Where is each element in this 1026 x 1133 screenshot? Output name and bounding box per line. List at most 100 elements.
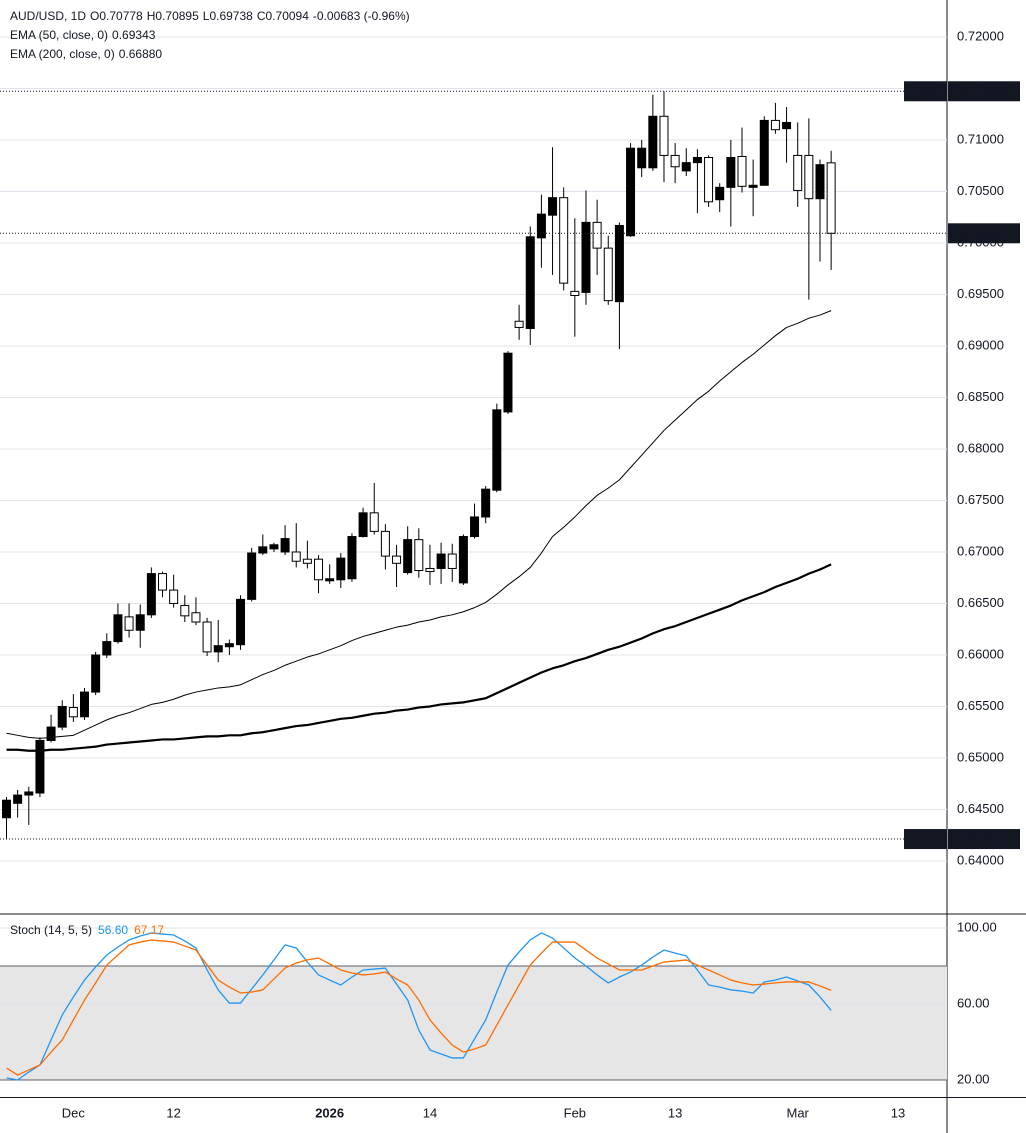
candle-body xyxy=(748,184,758,188)
candle-body xyxy=(692,156,702,164)
y-tick-label: 0.66500 xyxy=(957,595,1004,610)
series-line xyxy=(6,932,832,1081)
x-tick-label: Dec xyxy=(62,1105,86,1120)
y-tick-label: 0.65500 xyxy=(957,698,1004,713)
candle-body xyxy=(759,119,769,186)
candle-body xyxy=(581,221,591,293)
y-tick-label: 0.66000 xyxy=(957,646,1004,661)
y-tick-label: 0.65000 xyxy=(957,749,1004,764)
legend-value: 0.69343 xyxy=(112,28,156,42)
candle-body xyxy=(24,791,34,796)
x-tick-label: 14 xyxy=(423,1105,437,1120)
price-label: 0.64213 xyxy=(958,831,1005,846)
price-tag: High xyxy=(910,84,939,99)
candle-body xyxy=(458,536,468,584)
legend-value: 56.60 xyxy=(98,923,128,937)
y-tick-label: 0.68500 xyxy=(957,389,1004,404)
price-label-box xyxy=(948,829,1020,850)
candle-body xyxy=(592,221,602,249)
y-tick-label: 0.69000 xyxy=(957,337,1004,352)
candle-body xyxy=(57,705,67,728)
x-tick-label: Mar xyxy=(787,1105,810,1120)
legend-ohlc: -0.00683 (-0.96%) xyxy=(313,9,410,23)
candle-body xyxy=(224,643,234,648)
candle-body xyxy=(481,488,491,518)
candle-body xyxy=(436,553,446,569)
candle-body xyxy=(302,558,312,564)
candle-body xyxy=(548,197,558,216)
y-tick-label: 0.67000 xyxy=(957,543,1004,558)
price-label: 0.70094 xyxy=(958,226,1006,241)
legend-ohlc: L0.69738 xyxy=(203,9,253,23)
y-tick-label: 100.00 xyxy=(957,919,997,934)
y-tick-label: 0.72000 xyxy=(957,28,1004,43)
series-line xyxy=(6,563,832,752)
candle-body xyxy=(369,512,379,532)
candle-body xyxy=(291,551,301,562)
y-tick-label: 0.67500 xyxy=(957,492,1004,507)
candle-body xyxy=(770,119,780,131)
candle-body xyxy=(425,567,435,573)
legend-ohlc: C0.70094 xyxy=(257,9,309,23)
legend-entry: EMA (50, close, 0) 0.69343 xyxy=(10,28,156,42)
candle-body xyxy=(314,558,324,581)
candle-body xyxy=(670,154,680,168)
legend-value: 0.66880 xyxy=(119,47,163,61)
candle-body xyxy=(146,573,156,616)
y-tick-label: 60.00 xyxy=(957,995,990,1010)
candle-body xyxy=(35,739,45,794)
candle-body xyxy=(637,147,647,169)
candle-body xyxy=(737,155,747,187)
candle-body xyxy=(570,290,580,297)
series-line xyxy=(6,310,832,739)
candle-body xyxy=(804,154,814,200)
candle-body xyxy=(213,645,223,653)
candle-body xyxy=(392,555,402,564)
candle-body xyxy=(403,539,413,574)
candle-body xyxy=(782,121,792,130)
y-tick-label: 20.00 xyxy=(957,1071,990,1086)
candle-body xyxy=(113,614,123,643)
price-label: 0.71473 xyxy=(958,84,1005,99)
candle-body xyxy=(815,164,825,200)
legend-ohlc: H0.70895 xyxy=(147,9,199,23)
candle-body xyxy=(414,539,424,572)
legend-name: EMA (200, close, 0) xyxy=(10,47,115,61)
legend-title: Stoch (14, 5, 5) xyxy=(10,923,92,937)
price-label-box xyxy=(948,81,1020,102)
y-tick-label: 0.64500 xyxy=(957,801,1004,816)
candle-body xyxy=(102,641,112,656)
candle-body xyxy=(68,707,78,718)
band xyxy=(0,965,947,1080)
candle-body xyxy=(269,544,279,550)
candle-body xyxy=(236,598,246,646)
legend-header: AUD/USD, 1D O0.70778 H0.70895 L0.69738 C0.70… xyxy=(10,9,410,23)
candle-body xyxy=(715,186,725,201)
candle-body xyxy=(470,516,480,538)
candle-body xyxy=(447,553,457,569)
y-tick-label: 0.68000 xyxy=(957,440,1004,455)
x-tick-label: 13 xyxy=(668,1105,682,1120)
candle-body xyxy=(336,557,346,581)
candle-body xyxy=(659,115,669,156)
candle-body xyxy=(325,578,335,582)
candle-body xyxy=(614,224,624,303)
x-tick-label: 2026 xyxy=(315,1105,344,1120)
legend-entry: EMA (200, close, 0) 0.66880 xyxy=(10,47,162,61)
candle-body xyxy=(681,162,691,172)
candle-body xyxy=(793,154,803,191)
candle-body xyxy=(536,213,546,239)
candle-body xyxy=(169,589,179,604)
price-label-box xyxy=(948,223,1020,244)
legend-title: AUD/USD, 1D xyxy=(10,9,86,23)
candle-body xyxy=(13,794,23,804)
x-tick-label: Feb xyxy=(564,1105,586,1120)
candle-body xyxy=(347,536,357,580)
candle-body xyxy=(280,538,290,553)
candle-body xyxy=(247,552,257,600)
candle-body xyxy=(503,352,513,413)
candle-body xyxy=(258,546,268,554)
